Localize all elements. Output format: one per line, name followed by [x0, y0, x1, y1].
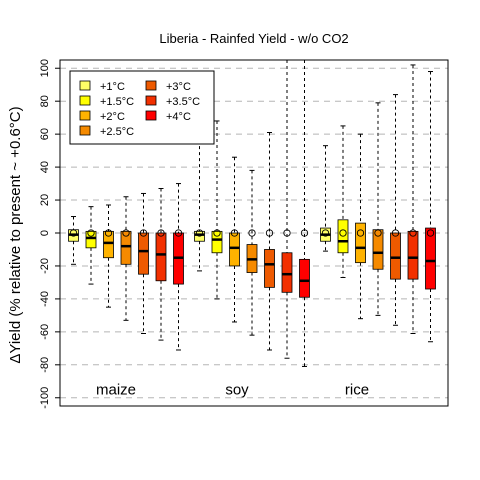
box-soy-4 [264, 131, 275, 351]
crop-label-soy: soy [225, 381, 249, 398]
box-mean-marker [339, 229, 347, 237]
y-axis: -100 -80 -60 -40 -20 0 20 40 60 80 100 [39, 59, 60, 409]
crop-label-rice: rice [345, 381, 369, 398]
chart-title: Liberia - Rainfed Yield - w/o CO2 [159, 31, 348, 46]
box-soy-6 [299, 59, 310, 367]
box-rice-3 [372, 102, 384, 316]
y-tick-label: -40 [39, 291, 51, 307]
legend-label: +1°C [100, 81, 125, 93]
legend-label: +1.5°C [100, 96, 134, 108]
box-mean-marker [321, 229, 330, 237]
box-mean-marker [356, 229, 365, 237]
box-iqr [103, 230, 114, 259]
y-tick-label: -80 [39, 357, 51, 373]
box-maize-3 [120, 196, 132, 321]
legend-label: +2.5°C [100, 126, 134, 138]
box-iqr [120, 230, 132, 265]
box-mean-marker [409, 229, 417, 237]
box-mean-marker [195, 229, 204, 237]
y-axis-label: ΔYield (% relative to present ~ +0.6°C) [7, 106, 24, 363]
box-mean-marker [300, 229, 309, 237]
legend-box [69, 70, 215, 145]
box-rice-2 [355, 133, 366, 320]
box-mean-marker [122, 229, 130, 237]
box-mean-marker [283, 229, 291, 237]
legend-swatch [145, 110, 157, 121]
legend-label: +3.5°C [166, 96, 200, 108]
legend-swatch [79, 95, 91, 106]
box-mean-marker [69, 229, 78, 237]
y-tick-label: -20 [39, 258, 51, 274]
box-rice-1 [337, 125, 349, 278]
crop-labels: maize soy rice [96, 381, 369, 398]
box-mean-marker [213, 229, 221, 237]
box-soy-1 [211, 120, 223, 300]
box-iqr [281, 252, 293, 293]
plot-frame [59, 59, 449, 407]
box-mean-marker [391, 229, 400, 237]
y-tick-label: 100 [39, 59, 51, 77]
box-rice-6 [425, 71, 436, 343]
box-mean-marker [104, 229, 113, 237]
y-tick-label: 40 [39, 161, 51, 173]
legend-swatch [79, 80, 91, 91]
box-iqr [425, 227, 436, 290]
box-mean-marker [426, 229, 435, 237]
box-iqr [155, 232, 167, 282]
box-mean-marker [139, 229, 148, 237]
box-mean-marker [230, 229, 239, 237]
box-maize-1 [85, 206, 97, 285]
box-mean-marker [374, 229, 382, 237]
crop-label-maize: maize [96, 381, 136, 398]
box-iqr [407, 230, 419, 280]
box-iqr [372, 229, 384, 270]
box-maize-2 [103, 204, 114, 308]
box-rice-0 [320, 145, 331, 252]
y-tick-label: 20 [39, 194, 51, 206]
box-soy-2 [229, 156, 240, 323]
box-mean-marker [157, 229, 165, 237]
y-tick-label: 60 [39, 128, 51, 140]
y-tick-label: 80 [39, 95, 51, 107]
box-iqr [264, 249, 275, 288]
y-tick-label: -60 [39, 324, 51, 340]
legend-label: +4°C [166, 111, 191, 123]
box-iqr [85, 230, 97, 249]
box-mean-marker [248, 229, 256, 237]
legend-swatch [145, 80, 157, 91]
y-tick-label: 0 [39, 230, 51, 236]
box-rice-5 [407, 64, 419, 335]
box-rice-4 [390, 94, 401, 326]
box-maize-6 [173, 183, 184, 351]
box-iqr [211, 230, 223, 254]
y-tick-label: -100 [39, 387, 51, 409]
box-maize-4 [138, 192, 149, 335]
box-maize-0 [68, 216, 79, 265]
box-iqr [229, 232, 240, 267]
box-maize-5 [155, 188, 167, 341]
legend-label: +3°C [166, 81, 191, 93]
legend-label: +2°C [100, 111, 125, 123]
legend: +1°C +1.5°C +2°C +2.5°C +3°C +3.5°C +4°C [69, 70, 215, 145]
box-mean-marker [265, 229, 274, 237]
legend-swatch [79, 125, 91, 136]
box-soy-5 [281, 59, 293, 359]
box-iqr [390, 232, 401, 280]
box-soy-0 [194, 133, 205, 272]
boxes [68, 59, 436, 367]
box-iqr [138, 232, 149, 275]
legend-swatch [79, 110, 91, 121]
box-iqr [299, 258, 310, 298]
box-iqr [355, 222, 366, 264]
box-mean-marker [174, 229, 183, 237]
box-mean-marker [87, 229, 95, 237]
box-soy-3 [246, 169, 258, 336]
legend-swatch [145, 95, 157, 106]
